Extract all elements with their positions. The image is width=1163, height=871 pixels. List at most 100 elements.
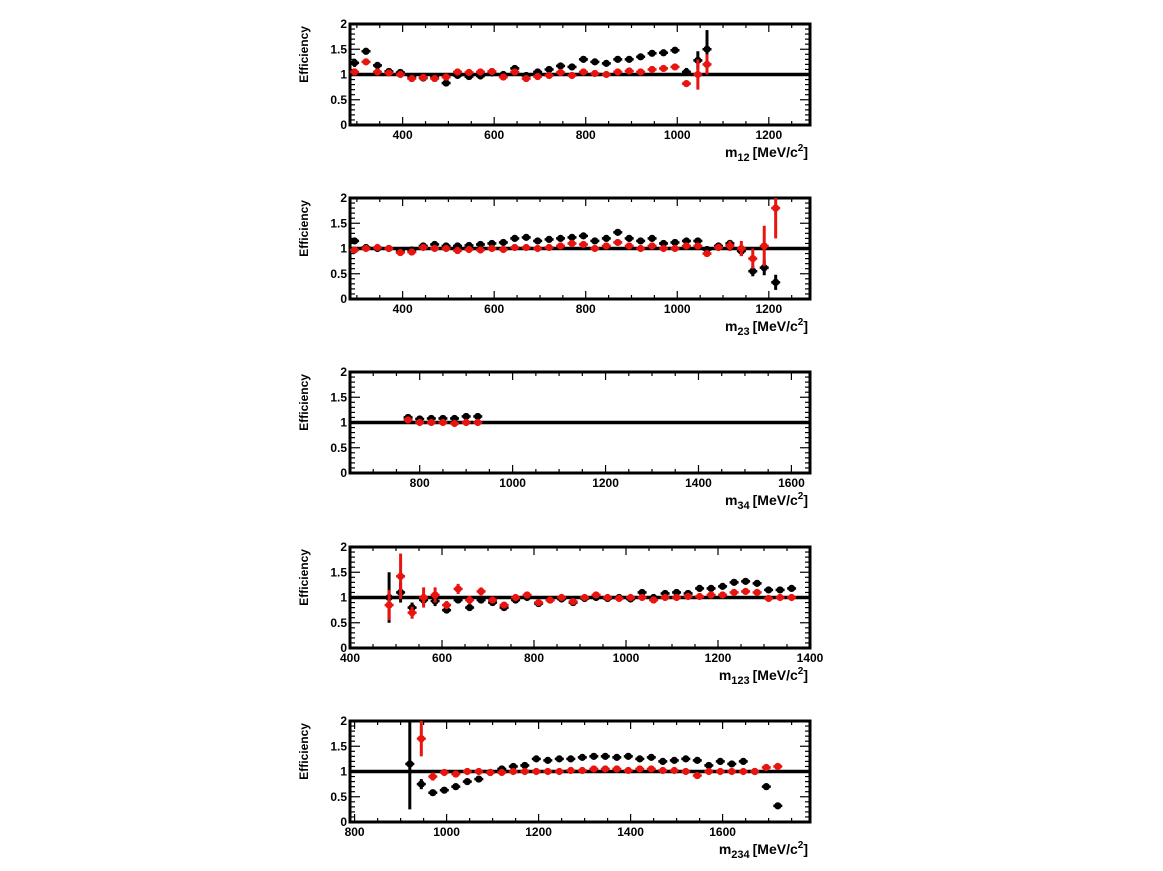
data-point — [705, 767, 713, 776]
data-point — [511, 593, 520, 602]
x-tick-label: 400 — [393, 128, 413, 142]
x-tick-label: 600 — [432, 651, 452, 665]
data-point — [615, 594, 623, 603]
data-point — [521, 761, 529, 770]
data-point — [442, 79, 450, 87]
data-point — [474, 418, 482, 427]
data-point — [694, 237, 702, 245]
data-point — [591, 69, 599, 78]
data-point — [555, 767, 563, 776]
data-point — [568, 233, 576, 241]
data-point — [613, 753, 621, 761]
data-point — [454, 596, 462, 604]
x-title-unit: [MeV/c — [753, 841, 798, 857]
data-point — [591, 237, 599, 245]
y-axis-title: Efficiency — [297, 723, 311, 780]
x-title-superscript: 2 — [798, 491, 804, 502]
data-point — [696, 584, 704, 593]
data-point — [601, 752, 609, 760]
data-point — [638, 588, 646, 597]
x-title-main: m — [719, 667, 731, 683]
data-point — [671, 63, 679, 71]
x-tick-label: 800 — [576, 302, 596, 316]
x-tick-label: 1200 — [525, 825, 552, 839]
data-point — [419, 243, 427, 252]
data-point — [592, 591, 600, 599]
data-point — [604, 593, 612, 602]
data-point — [450, 414, 459, 423]
x-tick-label: 800 — [345, 825, 365, 839]
data-point — [693, 756, 701, 764]
data-point — [751, 767, 759, 776]
data-point — [742, 577, 750, 585]
chart-panel-4: 0 0.5 1 1.5 2 400 600 800 1000 1200 1400 Efficiency… — [297, 540, 824, 687]
data-point — [350, 59, 359, 67]
data-point — [625, 234, 633, 242]
data-point — [737, 244, 745, 253]
data-point — [465, 245, 473, 254]
data-point — [396, 248, 404, 257]
data-point — [765, 586, 773, 594]
y-tick-label: 0.5 — [330, 267, 347, 281]
x-tick-label: 1000 — [613, 651, 640, 665]
y-tick-label: 0 — [340, 641, 347, 655]
data-point — [760, 264, 768, 272]
y-tick-label: 0 — [340, 292, 347, 306]
x-tick-label: 1000 — [499, 476, 526, 490]
y-tick-label: 1 — [340, 416, 347, 430]
data-point — [637, 68, 645, 76]
data-point — [671, 244, 679, 253]
data-point — [788, 593, 796, 602]
data-point — [567, 766, 575, 775]
x-title-subscript: 123 — [731, 675, 749, 687]
data-point — [545, 71, 553, 80]
x-tick-label: 800 — [410, 476, 430, 490]
data-point — [397, 572, 405, 580]
data-point — [385, 69, 393, 77]
data-point — [442, 73, 450, 81]
y-tick-label: 0.5 — [330, 616, 347, 630]
data-point — [682, 237, 691, 245]
data-point — [765, 594, 773, 603]
data-point — [545, 235, 553, 244]
data-point — [772, 204, 780, 212]
series-red — [403, 416, 483, 428]
data-point — [454, 585, 462, 593]
x-tick-label: 1200 — [755, 302, 782, 316]
x-title-superscript: 2 — [798, 840, 804, 851]
y-axis-title: Efficiency — [297, 374, 311, 431]
x-title-unit: [MeV/c — [753, 144, 798, 160]
data-point — [682, 767, 690, 776]
data-point — [648, 49, 656, 57]
data-point — [659, 757, 667, 766]
data-point — [498, 768, 506, 777]
data-point — [477, 587, 485, 596]
x-title-unit-close: ] — [803, 667, 808, 683]
x-tick-label: 1000 — [664, 302, 691, 316]
data-point — [350, 68, 359, 76]
y-tick-label: 1 — [340, 591, 347, 605]
data-point — [362, 58, 370, 66]
data-point — [545, 65, 553, 74]
data-point — [601, 765, 609, 773]
data-point — [602, 70, 610, 79]
data-point — [774, 762, 782, 771]
data-point — [476, 240, 485, 249]
y-tick-label: 1.5 — [330, 216, 347, 230]
x-title-unit: [MeV/c — [753, 318, 798, 334]
data-point — [579, 68, 588, 76]
y-tick-label: 2 — [340, 540, 347, 554]
data-point — [452, 770, 460, 778]
chart-panel-1: 0 0.5 1 1.5 2 400 600 800 1000 1200 Efficiency m12 [… — [297, 17, 812, 164]
data-point — [670, 756, 678, 764]
data-point — [714, 243, 723, 252]
data-point — [463, 778, 471, 786]
data-point — [749, 255, 757, 263]
data-point — [648, 242, 656, 250]
x-tick-label: 800 — [524, 651, 544, 665]
y-tick-label: 1 — [340, 242, 347, 256]
x-tick-label: 600 — [484, 302, 504, 316]
data-point — [707, 591, 715, 599]
data-point — [431, 74, 439, 83]
data-point — [569, 597, 577, 606]
